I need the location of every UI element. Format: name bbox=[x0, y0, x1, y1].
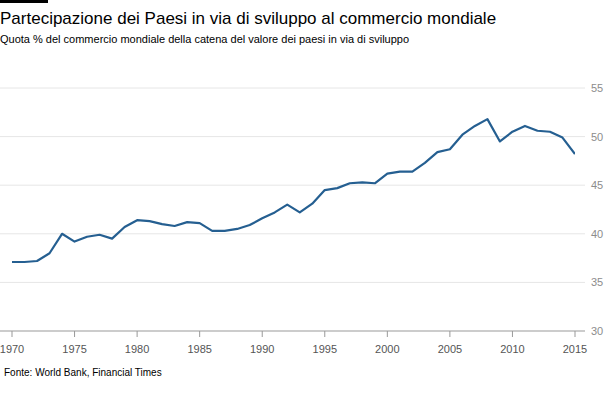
grid-line bbox=[0, 88, 585, 89]
y-tick-label: 50 bbox=[591, 131, 603, 143]
x-tick-label: 1990 bbox=[250, 343, 274, 355]
x-tick-label: 1985 bbox=[187, 343, 211, 355]
grid-line bbox=[0, 233, 585, 234]
x-tick-label: 1970 bbox=[0, 343, 24, 355]
y-tick-label: 55 bbox=[591, 82, 603, 94]
title: Partecipazione dei Paesi in via di svilu… bbox=[0, 9, 496, 28]
x-tick bbox=[512, 331, 513, 337]
grid-line bbox=[0, 331, 585, 332]
x-tick-label: 2005 bbox=[438, 343, 462, 355]
x-tick bbox=[575, 331, 576, 337]
x-tick-label: 1995 bbox=[313, 343, 337, 355]
y-tick-label: 45 bbox=[591, 179, 603, 191]
plot-area bbox=[12, 119, 575, 262]
x-tick bbox=[449, 331, 450, 337]
x-tick bbox=[262, 331, 263, 337]
source: Fonte: World Bank, Financial Times bbox=[4, 367, 162, 378]
subtitle: Quota % del commercio mondiale della cat… bbox=[0, 33, 409, 45]
x-tick bbox=[324, 331, 325, 337]
x-tick-label: 1975 bbox=[62, 343, 86, 355]
x-tick bbox=[12, 331, 13, 337]
x-tick bbox=[199, 331, 200, 337]
chart-svg: Partecipazione dei Paesi in via di svilu… bbox=[0, 0, 609, 404]
y-tick-label: 30 bbox=[591, 325, 603, 337]
top-bar bbox=[0, 0, 48, 3]
x-tick-label: 1980 bbox=[125, 343, 149, 355]
grid-line bbox=[0, 282, 585, 283]
x-tick-label: 2015 bbox=[563, 343, 587, 355]
x-tick-label: 2010 bbox=[500, 343, 524, 355]
x-tick-label: 2000 bbox=[375, 343, 399, 355]
y-tick-label: 40 bbox=[591, 228, 603, 240]
series-line bbox=[12, 119, 575, 262]
chart-container: Partecipazione dei Paesi in via di svilu… bbox=[0, 0, 609, 404]
x-tick bbox=[387, 331, 388, 337]
y-tick-label: 35 bbox=[591, 276, 603, 288]
x-tick bbox=[74, 331, 75, 337]
grid-line bbox=[0, 185, 585, 186]
x-tick bbox=[137, 331, 138, 337]
